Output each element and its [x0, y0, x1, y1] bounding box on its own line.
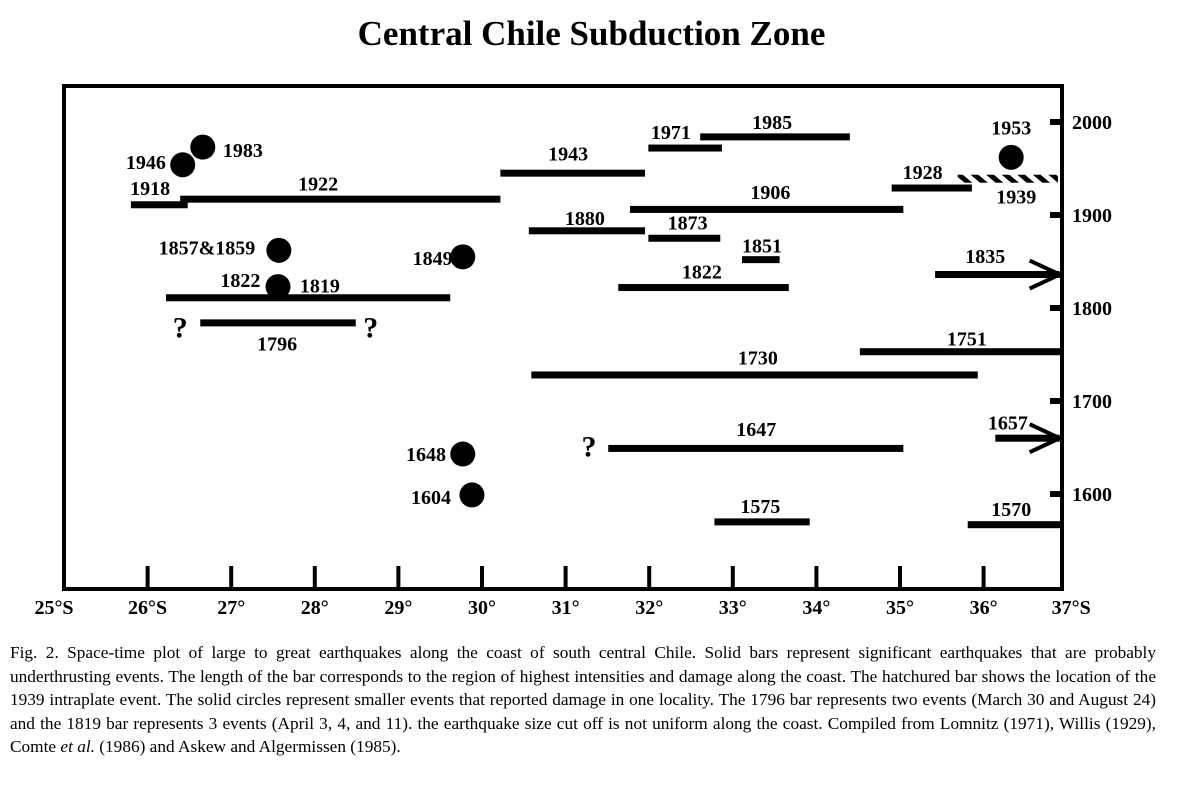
x-tick-label: 27°: [217, 597, 245, 619]
x-tick-label: 34°: [802, 597, 830, 619]
bar-label: 1570: [991, 499, 1031, 521]
bar-1943: [500, 169, 646, 177]
circle-label: 1648: [406, 444, 446, 466]
bar-label: 1873: [668, 212, 708, 234]
y-tick: [1050, 398, 1062, 404]
y-tick-label: 2000: [1072, 112, 1112, 134]
bar-1751: [859, 348, 1064, 356]
bar-1647: [608, 444, 904, 452]
caption-italic: et al.: [60, 737, 95, 756]
y-tick: [1050, 119, 1062, 125]
x-tick-label: 28°: [301, 597, 329, 619]
hatched-bar-1939: [957, 174, 1059, 183]
event-circle-1849: [450, 244, 476, 270]
bar-label: 1918: [130, 178, 170, 200]
bar-label: 1575: [740, 496, 780, 518]
bar-label: 1880: [565, 208, 605, 230]
bar-1922: [180, 195, 501, 203]
y-tick: [1050, 305, 1062, 311]
event-circle-1648: [450, 441, 476, 467]
circle-label: 1857&1859: [159, 238, 256, 260]
bar-label: 1822: [682, 262, 722, 284]
x-tick-label: 33°: [719, 597, 747, 619]
y-tick-label: 1800: [1072, 298, 1112, 320]
bar-label: 1939: [996, 186, 1036, 208]
y-tick: [1050, 212, 1062, 218]
bar-label: 1647: [736, 419, 776, 441]
bar-label: 1906: [750, 182, 790, 204]
circle-label: 1953: [991, 118, 1031, 140]
bar-label: 1796: [257, 333, 297, 355]
bar-1918: [130, 201, 188, 209]
y-tick: [1050, 491, 1062, 497]
bar-label: 1751: [947, 329, 987, 351]
bar-1819: [165, 294, 451, 302]
arrow-head-icon: [1028, 422, 1065, 455]
x-tick-label: 35°: [886, 597, 914, 619]
x-tick-label: 25°S: [34, 597, 73, 619]
circle-label: 1822: [220, 270, 260, 292]
bar-label: 1730: [738, 347, 778, 369]
bar-1796: [200, 319, 356, 327]
bar-label: 1928: [903, 162, 943, 184]
circle-label: 1983: [223, 140, 263, 162]
bar-1985: [700, 133, 850, 141]
x-tick-label: 30°: [468, 597, 496, 619]
caption-text-end: (1986) and Askew and Algermissen (1985).: [94, 737, 401, 756]
circle-label: 1946: [126, 152, 166, 174]
bar-1873: [648, 234, 721, 242]
event-circle-1604: [459, 482, 485, 508]
y-tick-label: 1700: [1072, 391, 1112, 413]
bar-label: 1943: [548, 144, 588, 166]
bar-1822: [618, 284, 789, 292]
circle-label: 1849: [413, 248, 453, 270]
event-circle-1857&1859: [266, 237, 292, 263]
bar-1851: [741, 256, 780, 264]
x-tick-label: 37°S: [1052, 597, 1091, 619]
bar-label: 1971: [651, 122, 691, 144]
uncertainty-mark: ?: [173, 312, 188, 345]
plot-frame: [62, 84, 1064, 591]
x-tick-label: 31°: [552, 597, 580, 619]
bar-label: 1657: [988, 412, 1028, 434]
bar-1835: [935, 271, 1060, 279]
bar-label: 1985: [752, 112, 792, 134]
caption-text: Fig. 2. Space-time plot of large to grea…: [10, 643, 1156, 756]
bar-1730: [531, 371, 978, 379]
bar-1971: [648, 144, 722, 152]
bar-label: 1851: [742, 236, 782, 258]
figure-caption: Fig. 2. Space-time plot of large to grea…: [10, 641, 1156, 759]
bar-1928: [891, 184, 972, 192]
bar-1657: [995, 434, 1060, 442]
y-tick-label: 1900: [1072, 205, 1112, 227]
bar-1570: [967, 521, 1064, 529]
circle-label: 1604: [411, 487, 451, 509]
space-time-plot: 25°S 26°S 27° 28° 29° 30° 31° 32° 33° 34° 35° 36° 37…: [34, 84, 1112, 619]
uncertainty-mark: ?: [582, 431, 597, 464]
y-tick-label: 1600: [1072, 484, 1112, 506]
bar-1880: [528, 227, 646, 235]
event-circle-1946: [170, 152, 196, 178]
event-circle-1822: [265, 274, 291, 300]
bar-label: 1922: [298, 173, 338, 195]
x-tick-label: 36°: [970, 597, 998, 619]
bar-label: 1819: [300, 276, 340, 298]
bar-1575: [714, 518, 810, 526]
x-tick-label: 32°: [635, 597, 663, 619]
x-tick-label: 29°: [384, 597, 412, 619]
arrow-head-icon: [1028, 258, 1065, 291]
bar-1906: [629, 205, 904, 213]
x-tick-label: 26°S: [128, 597, 167, 619]
bar-label: 1835: [965, 246, 1005, 268]
uncertainty-mark: ?: [363, 312, 378, 345]
chart-title: Central Chile Subduction Zone: [357, 14, 826, 53]
event-circle-1983: [190, 134, 216, 160]
event-circle-1953: [998, 144, 1024, 170]
